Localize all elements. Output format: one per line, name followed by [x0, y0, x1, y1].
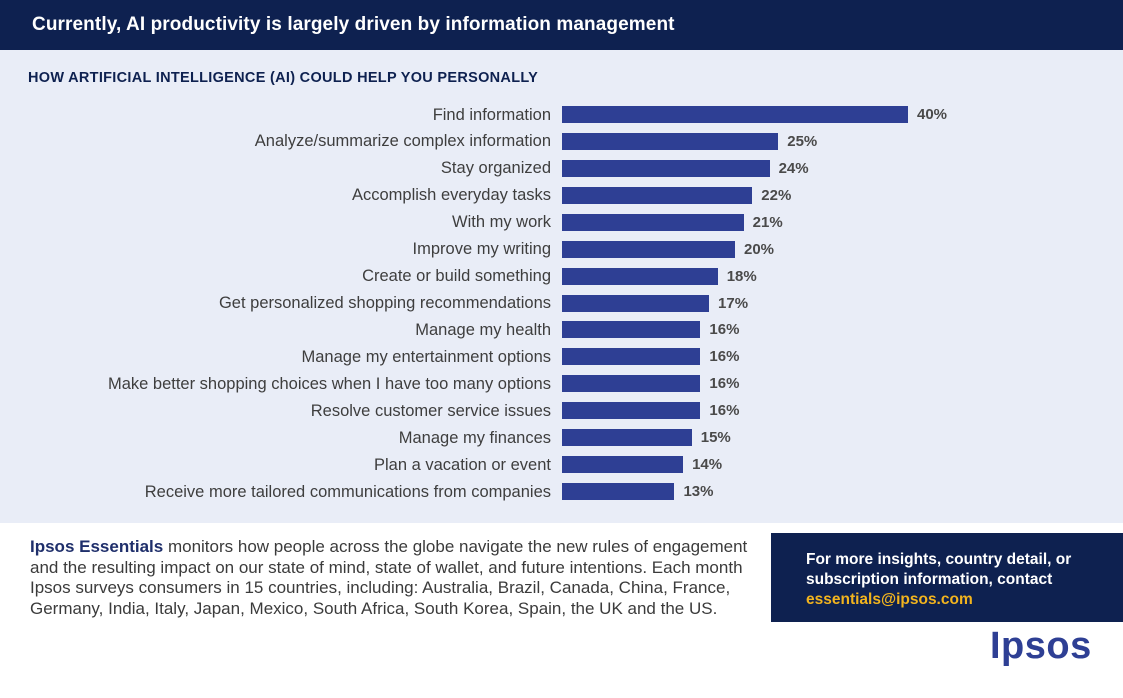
category-label: Resolve customer service issues	[310, 401, 551, 420]
bar	[562, 106, 908, 123]
footer-description: Ipsos Essentials monitors how people acr…	[30, 537, 750, 619]
category-label: Make better shopping choices when I have…	[107, 374, 551, 393]
category-label: Receive more tailored communications fro…	[144, 482, 551, 501]
bar	[562, 483, 675, 501]
bar	[562, 321, 701, 339]
category-label: Find information	[432, 105, 551, 124]
value-label: 18%	[726, 267, 757, 285]
category-label: Analyze/summarize complex information	[254, 132, 551, 151]
value-label: 40%	[917, 106, 948, 123]
category-label: Improve my writing	[412, 240, 551, 259]
bar	[562, 456, 684, 474]
bar	[562, 186, 753, 204]
footer-body: monitors how people across the globe nav…	[30, 537, 748, 618]
bar	[562, 375, 701, 393]
value-label: 16%	[709, 321, 740, 339]
value-label: 25%	[787, 132, 818, 150]
value-label: 16%	[709, 402, 740, 420]
bar	[562, 348, 701, 366]
category-label: Get personalized shopping recommendation…	[218, 294, 551, 312]
bar	[562, 267, 718, 285]
category-label: Plan a vacation or event	[373, 455, 551, 474]
bar	[562, 402, 701, 420]
value-label: 22%	[761, 186, 792, 204]
value-label: 14%	[692, 456, 723, 474]
value-label: 16%	[709, 375, 740, 393]
header-bar: Currently, AI productivity is largely dr…	[0, 0, 1123, 50]
category-label: With my work	[452, 213, 551, 232]
contact-email-link[interactable]: essentials@ipsos.com	[806, 591, 973, 608]
bar-chart: Find information 40% Analyze/summarize com…	[0, 50, 1123, 523]
footer-brand: Ipsos Essentials	[30, 537, 164, 556]
chart-title: HOW ARTIFICIAL INTELLIGENCE (AI) COULD H…	[28, 70, 539, 86]
category-label: Stay organized	[440, 159, 551, 178]
bar	[562, 132, 779, 150]
value-label: 21%	[752, 213, 783, 231]
category-label: Manage my health	[415, 320, 551, 339]
chart-panel: HOW ARTIFICIAL INTELLIGENCE (AI) COULD H…	[0, 50, 1123, 523]
value-label: 24%	[778, 159, 809, 177]
value-label: 15%	[700, 429, 731, 447]
bar	[562, 159, 770, 177]
bar	[562, 294, 710, 312]
bar	[562, 213, 744, 231]
category-label: Manage my finances	[398, 428, 551, 447]
page-title: Currently, AI productivity is largely dr…	[32, 14, 675, 35]
bar	[562, 240, 735, 258]
bar	[562, 429, 692, 447]
value-label: 13%	[683, 483, 714, 501]
value-label: 17%	[718, 294, 749, 312]
contact-box: For more insights, country detail, or su…	[771, 533, 1123, 622]
value-label: 16%	[709, 348, 740, 366]
category-label: Manage my entertainment options	[301, 347, 551, 366]
value-label: 20%	[744, 240, 775, 258]
category-label: Create or build something	[362, 267, 551, 286]
ipsos-logo: Ipsos	[990, 625, 1092, 667]
category-label: Accomplish everyday tasks	[352, 186, 551, 205]
contact-message: For more insights, country detail, or su…	[806, 551, 1072, 588]
contact-text: For more insights, country detail, or su…	[806, 550, 1116, 610]
